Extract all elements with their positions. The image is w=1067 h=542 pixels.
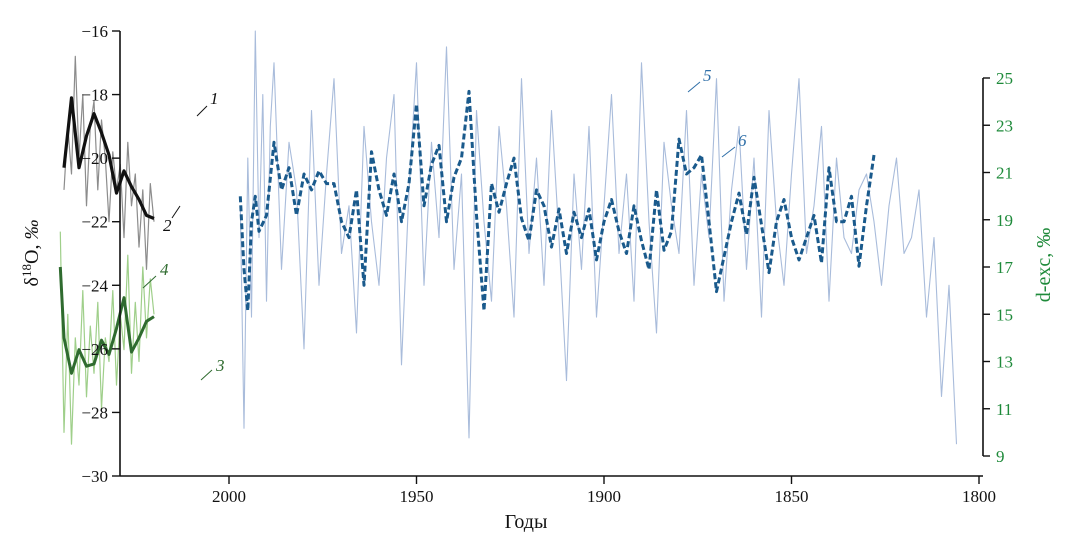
y-right-tick-label: 21 <box>996 164 1013 183</box>
annotation-leader-6 <box>721 146 736 158</box>
y-axis-right-title: d-exc, ‰ <box>1033 228 1055 302</box>
annotation-leader-2 <box>171 205 181 219</box>
annotation-label-6: 6 <box>738 131 747 150</box>
x-tick-label: 2000 <box>212 487 246 506</box>
annotation-label-2: 2 <box>163 216 172 235</box>
y-left-tick-label: −18 <box>81 86 108 105</box>
series-4-line <box>58 266 155 375</box>
x-tick-label: 1950 <box>400 487 434 506</box>
y-right-tick-label: 25 <box>996 69 1013 88</box>
y-left-tick-label: −30 <box>81 467 108 486</box>
y-right-tick-label: 11 <box>996 400 1012 419</box>
y-right-tick-label: 15 <box>996 305 1013 324</box>
y-right-tick-label: 17 <box>996 258 1014 277</box>
x-axis-title: Годы <box>505 511 548 533</box>
y-left-tick-label: −22 <box>81 213 108 232</box>
y-left-tick-label: −20 <box>81 149 108 168</box>
annotation-label-1: 1 <box>210 89 219 108</box>
x-tick-label: 1800 <box>962 487 996 506</box>
annotation-leader-3 <box>200 369 213 381</box>
series-5-line <box>239 30 958 445</box>
y-axis-left-title: δ18O, ‰ <box>19 220 44 287</box>
y-right-tick-label: 19 <box>996 211 1013 230</box>
y-left-tick-label: −28 <box>81 403 108 422</box>
y-left-tick-label: −16 <box>81 22 108 41</box>
y-left-tick-label: −24 <box>81 276 108 295</box>
y-right-tick-label: 13 <box>996 353 1013 372</box>
annotation-leader-5 <box>687 81 701 93</box>
y-right-tick-label: 9 <box>996 447 1005 466</box>
annotation-layer: 1 2 3 4 5 6 <box>142 66 747 381</box>
annotation-label-4: 4 <box>160 260 169 279</box>
series-layer <box>58 30 958 445</box>
annotation-leader-4 <box>142 275 157 289</box>
series-6-line <box>238 89 876 313</box>
annotation-label-5: 5 <box>703 66 712 85</box>
ticks-layer: −30−28−26−24−22−20−18−169111315171921232… <box>81 22 1013 506</box>
series-2-line <box>62 96 155 220</box>
annotation-label-3: 3 <box>215 356 225 375</box>
y-right-tick-label: 23 <box>996 116 1013 135</box>
x-tick-label: 1850 <box>775 487 809 506</box>
annotation-leader-1 <box>196 105 208 117</box>
y-left-tick-label: −26 <box>81 340 108 359</box>
x-tick-label: 1900 <box>587 487 621 506</box>
